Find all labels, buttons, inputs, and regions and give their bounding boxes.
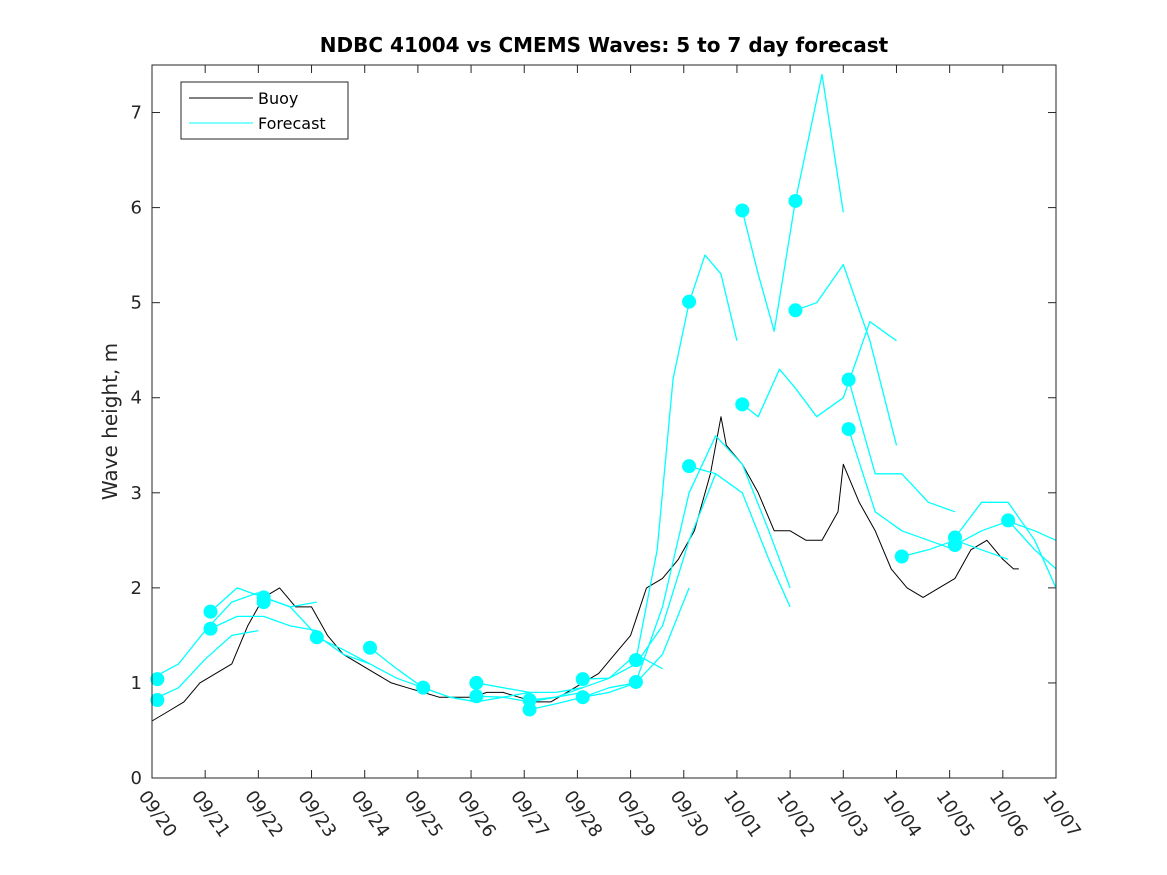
forecast-start-marker: [309, 630, 324, 645]
forecast-start-marker: [203, 621, 218, 636]
forecast-start-marker: [841, 372, 856, 387]
forecast-start-marker: [682, 294, 697, 309]
forecast-series-line: [1007, 519, 1057, 570]
forecast-series-line: [151, 629, 259, 701]
plot-area: [150, 73, 1057, 722]
forecast-series-line: [476, 682, 583, 694]
y-tick-label: 5: [131, 293, 142, 314]
legend-buoy-label: Buoy: [258, 89, 298, 108]
chart-title: NDBC 41004 vs CMEMS Waves: 5 to 7 day fo…: [320, 33, 889, 57]
forecast-start-marker: [628, 653, 643, 668]
forecast-start-marker: [575, 690, 590, 705]
y-tick-label: 7: [131, 103, 142, 124]
forecast-start-marker: [735, 397, 750, 412]
legend-box: [180, 81, 349, 140]
forecast-series-line: [635, 435, 791, 683]
forecast-start-marker: [788, 193, 803, 208]
forecast-start-marker: [735, 203, 750, 218]
plot-frame: [151, 64, 1057, 779]
forecast-series-line: [741, 321, 897, 418]
forecast-series-line: [847, 428, 956, 551]
y-tick-label: 3: [131, 483, 142, 504]
forecast-start-marker: [363, 640, 378, 655]
forecast-start-marker: [522, 702, 537, 717]
forecast-start-marker: [150, 672, 165, 687]
forecast-start-marker: [469, 675, 484, 690]
forecast-start-marker: [788, 303, 803, 318]
forecast-start-marker: [894, 549, 909, 564]
forecast-start-marker: [256, 595, 271, 610]
y-axis-label: Wave height, m: [98, 343, 122, 500]
forecast-start-marker: [841, 422, 856, 437]
forecast-start-marker: [469, 689, 484, 704]
buoy-series-line: [151, 416, 1019, 722]
forecast-start-marker: [575, 672, 590, 687]
forecast-start-marker: [416, 680, 431, 695]
forecast-start-marker: [947, 538, 962, 553]
y-tick-label: 0: [131, 768, 142, 789]
forecast-start-marker: [682, 459, 697, 474]
forecast-series-line: [741, 73, 844, 332]
y-tick-label: 4: [131, 388, 142, 409]
forecast-series-line: [847, 379, 956, 513]
forecast-start-marker: [628, 674, 643, 689]
forecast-series-line: [795, 263, 898, 446]
forecast-start-marker: [1001, 513, 1016, 528]
legend: Buoy Forecast: [180, 81, 349, 140]
forecast-start-marker: [150, 693, 165, 708]
forecast-series-line: [316, 636, 424, 689]
legend-forecast-label: Forecast: [258, 114, 326, 133]
forecast-series-line: [210, 615, 317, 632]
forecast-series-line: [688, 465, 791, 608]
y-tick-label: 6: [131, 198, 142, 219]
y-tick-label: 1: [131, 673, 142, 694]
y-tick-label: 2: [131, 578, 142, 599]
forecast-start-marker: [203, 604, 218, 619]
